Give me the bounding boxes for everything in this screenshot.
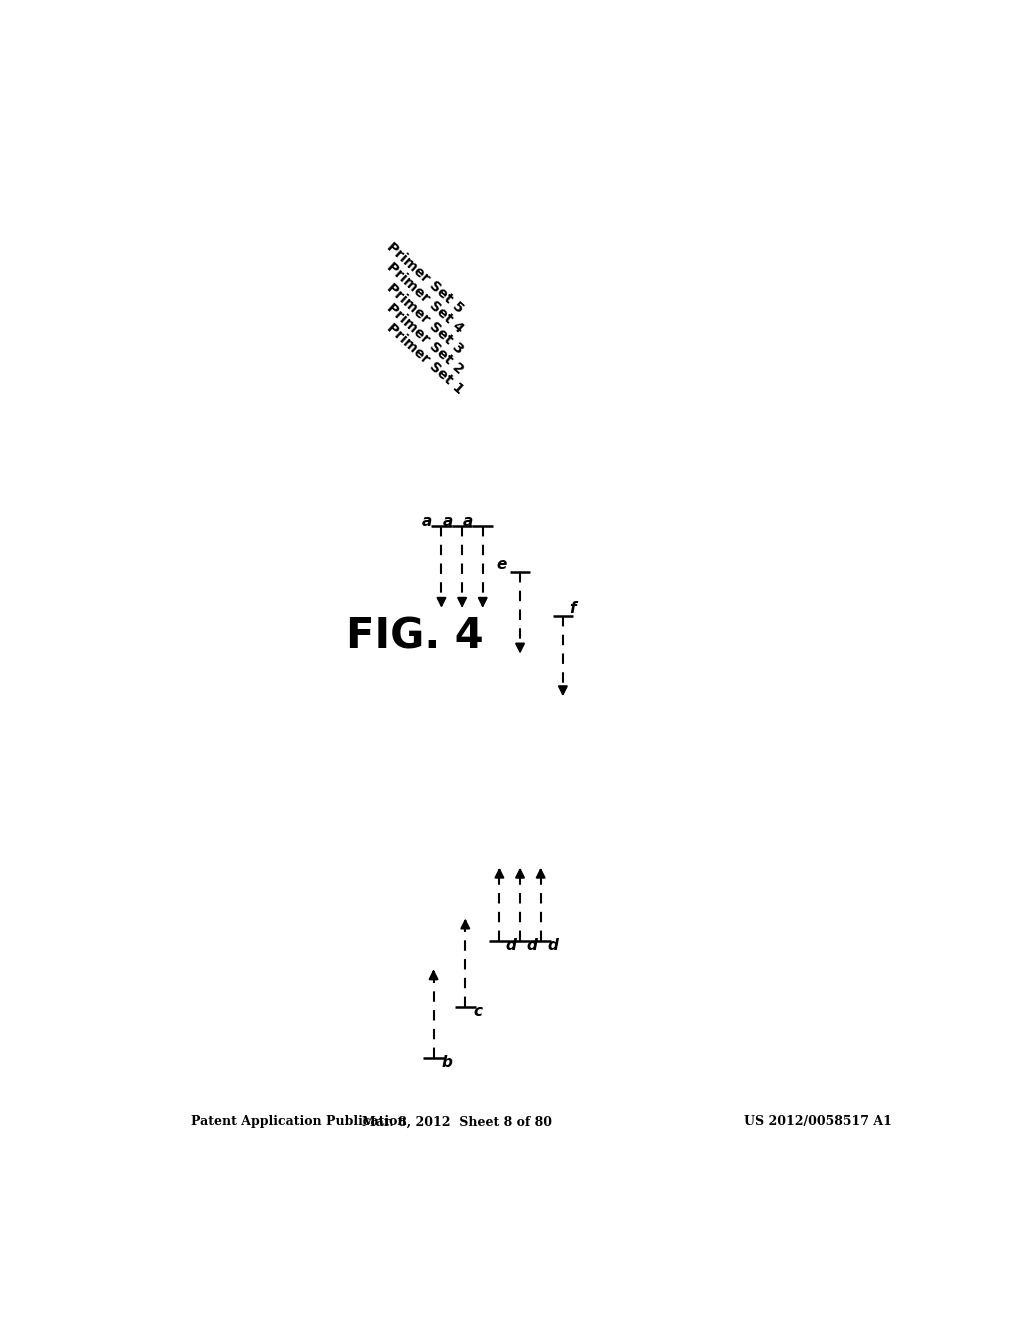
- Text: Primer Set 2: Primer Set 2: [384, 301, 467, 376]
- Text: b: b: [441, 1055, 453, 1071]
- Text: Patent Application Publication: Patent Application Publication: [191, 1115, 407, 1129]
- Text: a: a: [422, 515, 432, 529]
- Text: e: e: [497, 557, 507, 572]
- Text: FIG. 4: FIG. 4: [346, 615, 484, 657]
- Text: f: f: [569, 601, 575, 615]
- Text: Primer Set 4: Primer Set 4: [384, 260, 467, 337]
- Text: Mar. 8, 2012  Sheet 8 of 80: Mar. 8, 2012 Sheet 8 of 80: [362, 1115, 552, 1129]
- Text: Primer Set 3: Primer Set 3: [384, 280, 467, 356]
- Text: d: d: [547, 939, 558, 953]
- Text: Primer Set 5: Primer Set 5: [384, 240, 467, 315]
- Text: a: a: [442, 515, 453, 529]
- Text: d: d: [526, 939, 538, 953]
- Text: c: c: [473, 1005, 482, 1019]
- Text: US 2012/0058517 A1: US 2012/0058517 A1: [744, 1115, 892, 1129]
- Text: a: a: [463, 515, 473, 529]
- Text: d: d: [506, 939, 517, 953]
- Text: Primer Set 1: Primer Set 1: [384, 321, 467, 397]
